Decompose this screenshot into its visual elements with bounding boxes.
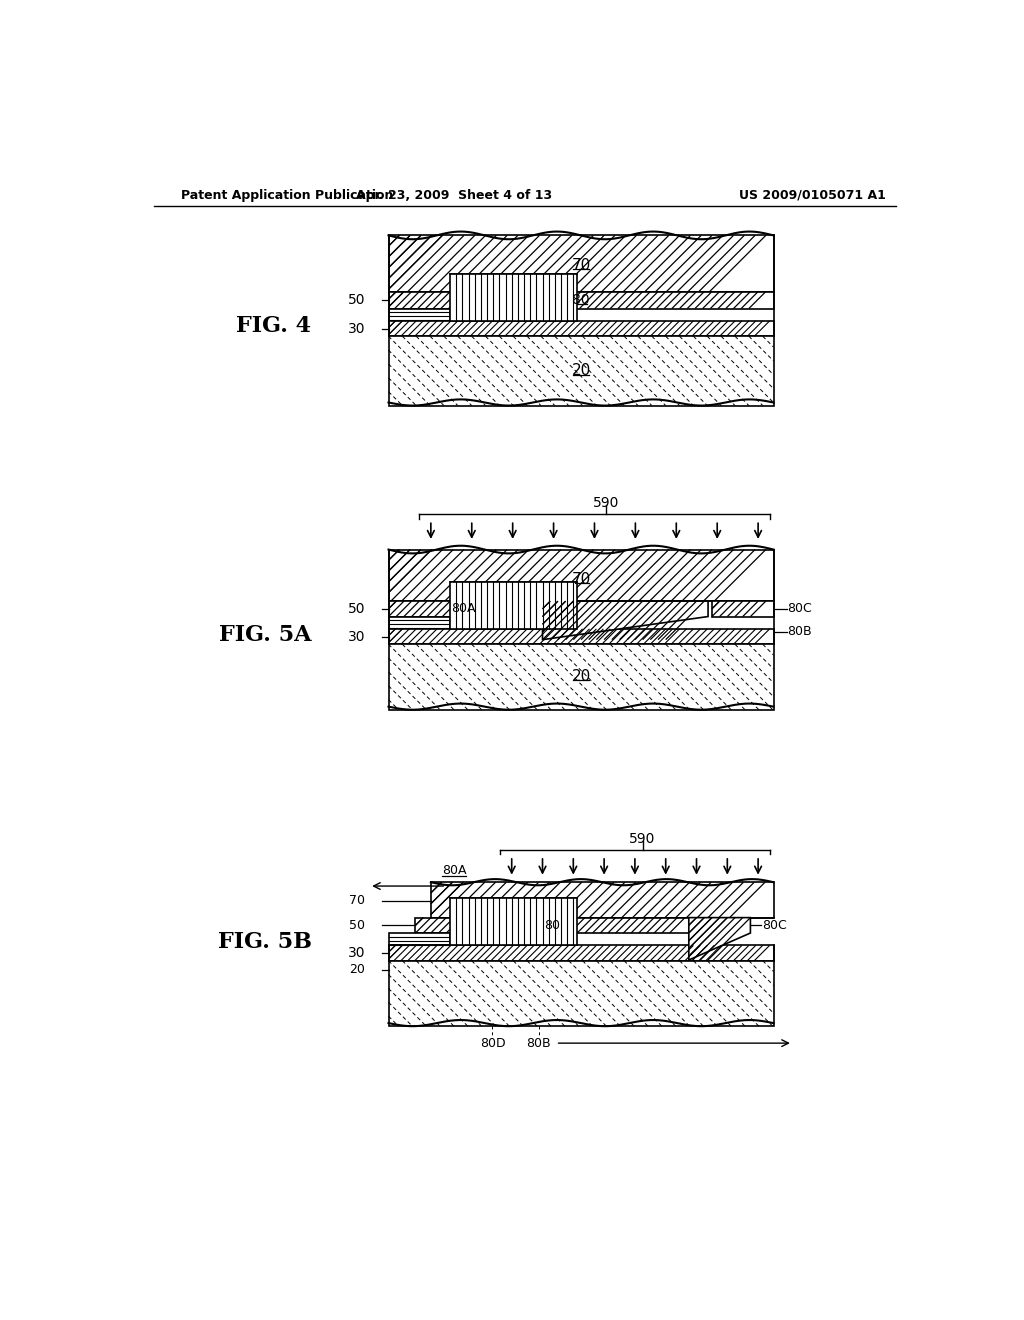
Text: 590: 590 — [593, 496, 618, 511]
Text: 30: 30 — [348, 630, 366, 644]
Text: Apr. 23, 2009  Sheet 4 of 13: Apr. 23, 2009 Sheet 4 of 13 — [356, 189, 552, 202]
Bar — [388, 337, 773, 405]
Text: 20: 20 — [571, 363, 591, 379]
Text: FIG. 5A: FIG. 5A — [219, 624, 311, 645]
Text: 70: 70 — [349, 894, 366, 907]
Bar — [388, 321, 773, 337]
Text: 80B: 80B — [526, 1036, 551, 1049]
Bar — [431, 882, 773, 917]
Text: 80: 80 — [544, 919, 560, 932]
Text: 80D: 80D — [479, 1036, 505, 1049]
Bar — [388, 309, 451, 321]
Text: 50: 50 — [348, 293, 366, 308]
Text: 50: 50 — [349, 919, 366, 932]
Bar — [388, 601, 539, 616]
Text: 80: 80 — [572, 293, 590, 308]
Text: 80C: 80C — [762, 919, 786, 932]
Polygon shape — [543, 601, 708, 640]
Bar — [451, 582, 578, 628]
Text: FIG. 5B: FIG. 5B — [218, 932, 312, 953]
Bar — [451, 275, 578, 321]
Text: FIG. 4: FIG. 4 — [236, 315, 310, 338]
Text: 80A: 80A — [451, 602, 475, 615]
Bar — [388, 292, 773, 309]
Text: 30: 30 — [348, 322, 366, 335]
Bar — [388, 961, 773, 1026]
Bar — [416, 917, 689, 933]
Bar — [388, 549, 773, 601]
Text: 70: 70 — [571, 572, 591, 587]
Text: 30: 30 — [348, 946, 366, 960]
Bar — [388, 628, 773, 644]
Bar — [712, 601, 773, 616]
Polygon shape — [689, 917, 751, 960]
Text: 50: 50 — [348, 602, 366, 616]
Bar — [388, 616, 451, 628]
Text: 80A: 80A — [441, 865, 466, 878]
Text: 70: 70 — [571, 257, 591, 273]
Bar — [388, 235, 773, 292]
Text: 80C: 80C — [787, 602, 812, 615]
Bar — [388, 644, 773, 710]
Bar — [388, 933, 451, 945]
Text: 80B: 80B — [787, 626, 812, 639]
Text: Patent Application Publication: Patent Application Publication — [180, 189, 393, 202]
Bar — [451, 899, 578, 945]
Text: 590: 590 — [630, 832, 655, 846]
Text: US 2009/0105071 A1: US 2009/0105071 A1 — [739, 189, 886, 202]
Text: 20: 20 — [571, 669, 591, 684]
Text: 20: 20 — [349, 964, 366, 977]
Bar — [388, 945, 773, 961]
